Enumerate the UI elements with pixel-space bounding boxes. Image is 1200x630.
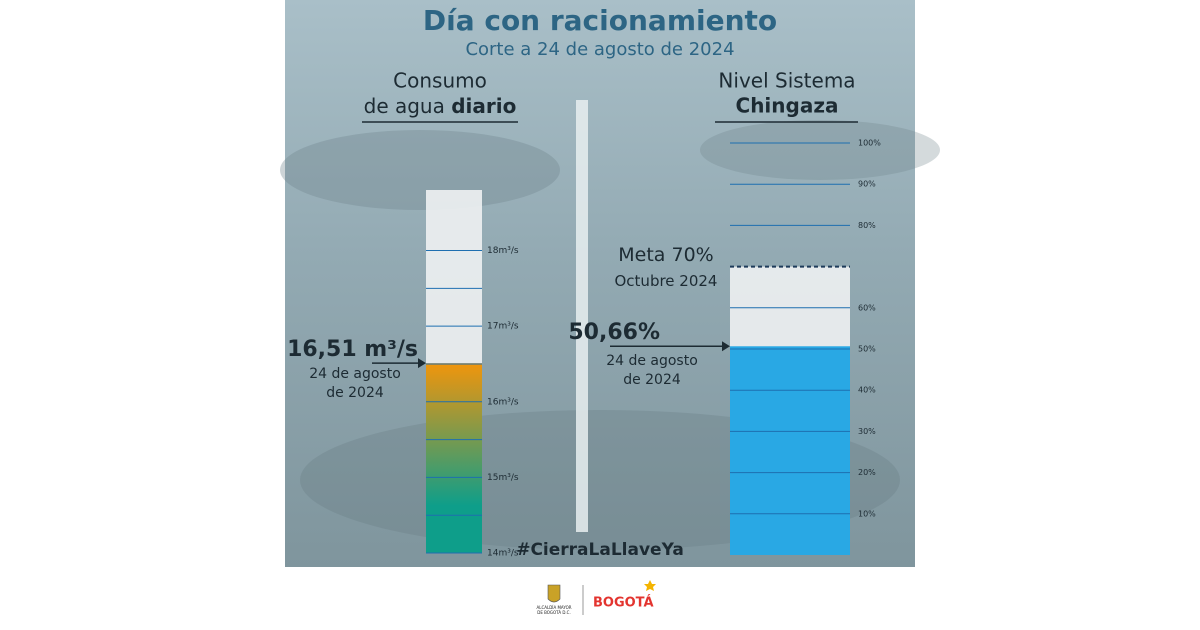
tick-label: 18m³/s — [487, 246, 519, 256]
entity-line: DE BOGOTÁ D.C. — [537, 610, 571, 615]
annotation: de 2024 — [326, 385, 384, 401]
tick-label: 100% — [858, 139, 881, 148]
annotation: 24 de agosto — [309, 366, 401, 382]
landscape — [280, 130, 560, 210]
tick-label: 60% — [858, 303, 876, 312]
arrow-head — [418, 358, 426, 369]
heading: Consumo — [393, 69, 487, 93]
tick-label: 20% — [858, 468, 876, 477]
subtitle: Corte a 24 de agosto de 2024 — [465, 39, 734, 60]
tick-label: 16m³/s — [487, 397, 519, 407]
star — [644, 580, 656, 591]
target-label: Meta 70% — [618, 244, 713, 266]
landscape — [700, 120, 940, 180]
value-label: 50,66% — [568, 320, 660, 345]
bar — [730, 346, 850, 555]
brand: BOGOTÁ — [593, 595, 654, 611]
title: Día con racionamiento — [423, 4, 777, 37]
footer: ALCALDÍA MAYOR DE BOGOTÁ D.C. BOGOTÁ — [536, 580, 656, 615]
tick-label: 15m³/s — [487, 473, 519, 483]
entity-line: ALCALDÍA MAYOR — [536, 605, 571, 610]
tick-label: 14m³/s — [487, 549, 519, 559]
hashtag: #CierraLaLlaveYa — [516, 540, 684, 560]
heading: Nivel Sistema — [718, 69, 855, 93]
heading-emphasis: Chingaza — [736, 94, 839, 118]
heading-emphasis: diario — [451, 94, 516, 118]
bar — [426, 363, 482, 553]
annotation: 24 de agosto — [606, 353, 698, 369]
heading-part: de agua — [364, 94, 445, 118]
tick-label: 90% — [858, 180, 876, 189]
tick-label: 30% — [858, 427, 876, 436]
tick-label: 80% — [858, 221, 876, 230]
heading: de agua diario — [364, 94, 517, 118]
tick-label: 10% — [858, 509, 876, 518]
annotation: de 2024 — [623, 372, 681, 388]
target-label: Octubre 2024 — [615, 272, 718, 290]
value-label: 16,51 m³/s — [287, 337, 418, 362]
tick-label: 17m³/s — [487, 322, 519, 332]
tick-label: 50% — [858, 345, 876, 354]
divider — [576, 100, 588, 532]
shield — [547, 584, 561, 603]
tick-label: 40% — [858, 386, 876, 395]
arrow-head — [722, 341, 730, 352]
